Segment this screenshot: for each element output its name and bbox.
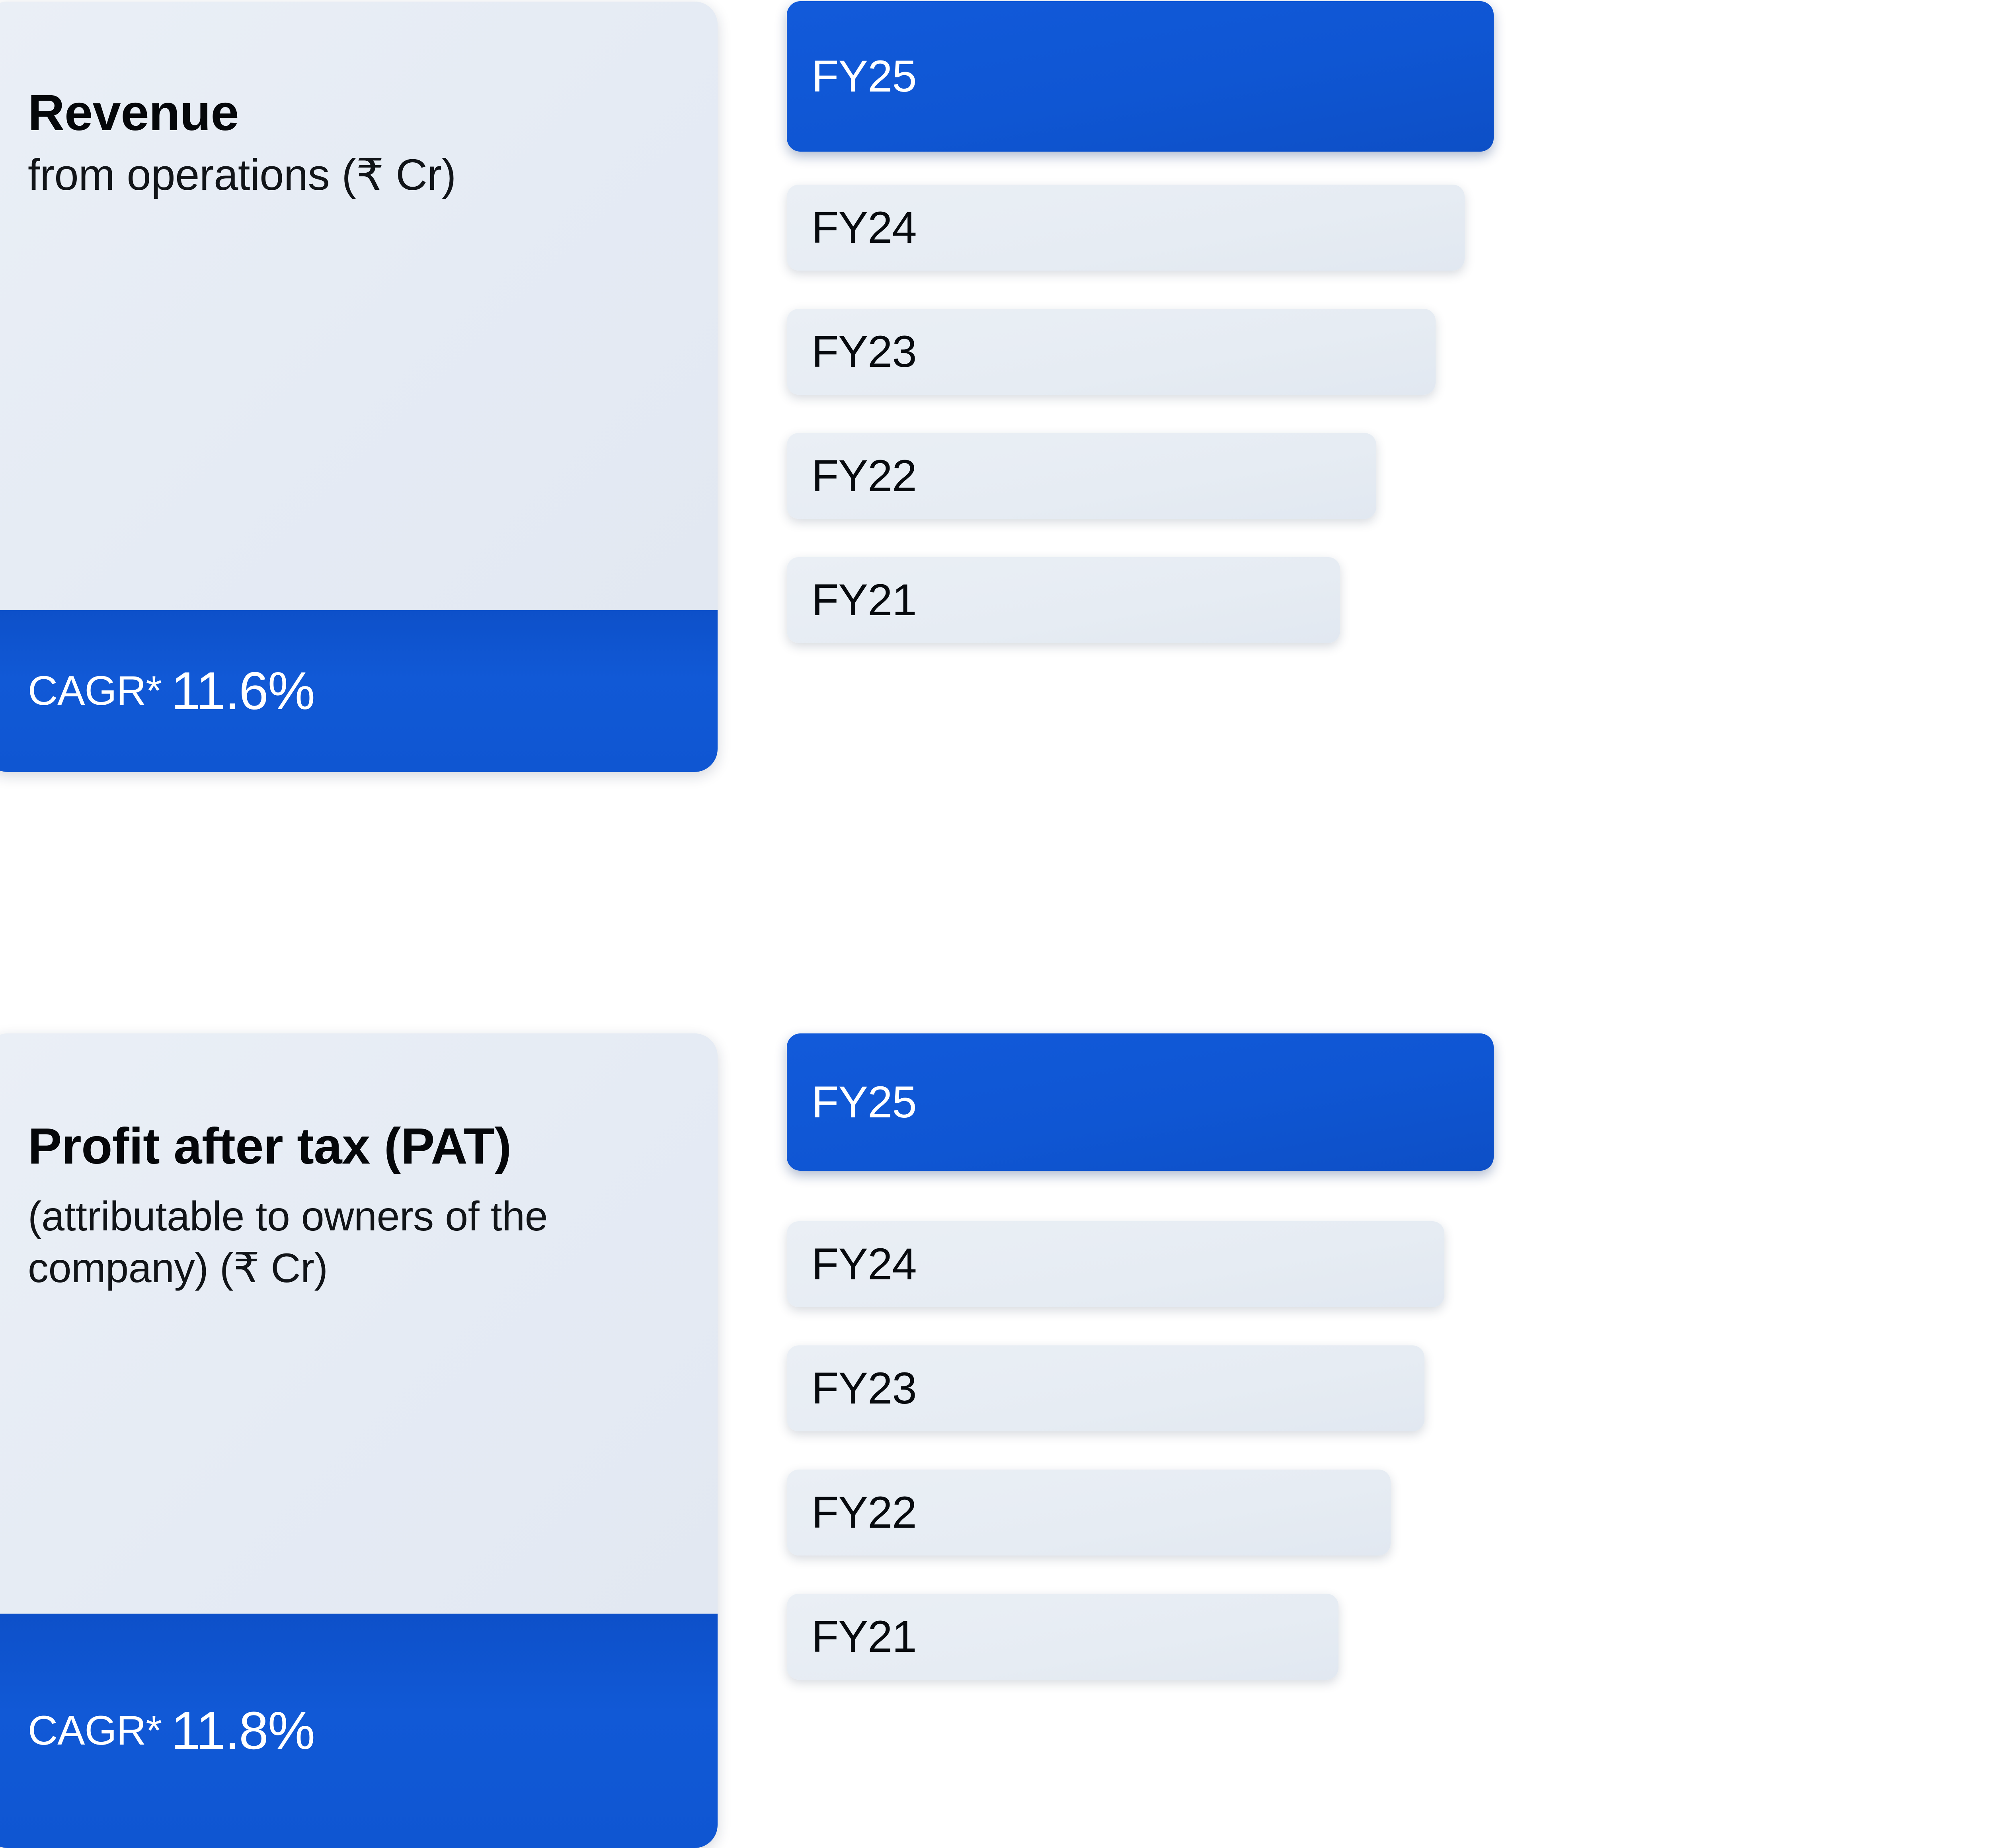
cagr-asterisk-revenue: *	[146, 668, 162, 714]
cagr-label-pat: CAGR*	[28, 1707, 162, 1754]
bar-label: FY24	[812, 1239, 917, 1289]
bar-label: FY21	[812, 1612, 917, 1661]
cagr-text-pat: CAGR	[28, 1708, 146, 1754]
card-body-pat: Profit after tax (PAT) (attributable to …	[0, 1033, 718, 1614]
page-title-pat: Profit after tax (PAT)	[28, 1118, 511, 1175]
bar-fy23-pat[interactable]: FY23	[787, 1345, 1424, 1431]
bar-row: FY23 101,456	[787, 309, 1990, 395]
metric-label-card-revenue: Revenue from operations (₹ Cr) CAGR* 11.…	[0, 2, 718, 772]
bar-row: FY25 17,390	[787, 1033, 1990, 1171]
card-subtitle-revenue: from operations (₹ Cr)	[28, 150, 456, 200]
cagr-value-pat: 11.8%	[171, 1701, 315, 1760]
bar-fy25-pat[interactable]: FY25	[787, 1033, 1494, 1171]
page-title-revenue: Revenue	[28, 84, 239, 141]
bar-row: FY22 13,499	[787, 1470, 1990, 1556]
cagr-value-revenue: 11.6%	[171, 661, 315, 721]
metric-section-pat: Profit after tax (PAT) (attributable to …	[0, 1033, 1990, 1848]
cagr-label-revenue: CAGR*	[28, 667, 162, 715]
bar-label: FY23	[812, 1363, 917, 1413]
bar-label: FY21	[812, 575, 917, 625]
bar-row: FY23 14,851	[787, 1345, 1990, 1431]
bar-label: FY22	[812, 1487, 917, 1537]
metric-label-card-pat: Profit after tax (PAT) (attributable to …	[0, 1033, 718, 1848]
metric-section-revenue: Revenue from operations (₹ Cr) CAGR* 11.…	[0, 0, 1990, 820]
bar-fy22-revenue[interactable]: FY22	[787, 433, 1376, 519]
bar-fy22-pat[interactable]: FY22	[787, 1470, 1391, 1556]
bar-fy21-pat[interactable]: FY21	[787, 1594, 1338, 1680]
cagr-badge-pat: CAGR* 11.8%	[0, 1614, 718, 1848]
bar-label: FY23	[812, 327, 917, 376]
cagr-asterisk-pat: *	[146, 1708, 162, 1754]
cagr-badge-revenue: CAGR* 11.6%	[0, 610, 718, 772]
card-subtitle-pat: (attributable to owners of the company) …	[28, 1193, 548, 1292]
bar-label: FY22	[812, 451, 917, 501]
bar-label: FY24	[812, 203, 917, 252]
bar-fy21-revenue[interactable]: FY21	[787, 557, 1340, 643]
bar-row: FY21 75,379	[787, 557, 1990, 643]
cagr-text-revenue: CAGR	[28, 668, 146, 714]
bar-fy23-revenue[interactable]: FY23	[787, 309, 1436, 395]
bar-label: FY25	[812, 1077, 917, 1127]
bar-fy24-pat[interactable]: FY24	[787, 1221, 1444, 1307]
bar-row: FY22 85,651	[787, 433, 1990, 519]
card-body-revenue: Revenue from operations (₹ Cr)	[0, 2, 718, 610]
bar-label: FY25	[812, 51, 917, 101]
bar-fy24-revenue[interactable]: FY24	[787, 185, 1465, 271]
bar-row: FY25 117,055	[787, 1, 1990, 152]
bar-row: FY21 11,145	[787, 1594, 1990, 1680]
bar-row: FY24 109,913	[787, 185, 1990, 271]
bar-row: FY24 15,702	[787, 1221, 1990, 1307]
bar-fy25-revenue[interactable]: FY25	[787, 1, 1494, 152]
